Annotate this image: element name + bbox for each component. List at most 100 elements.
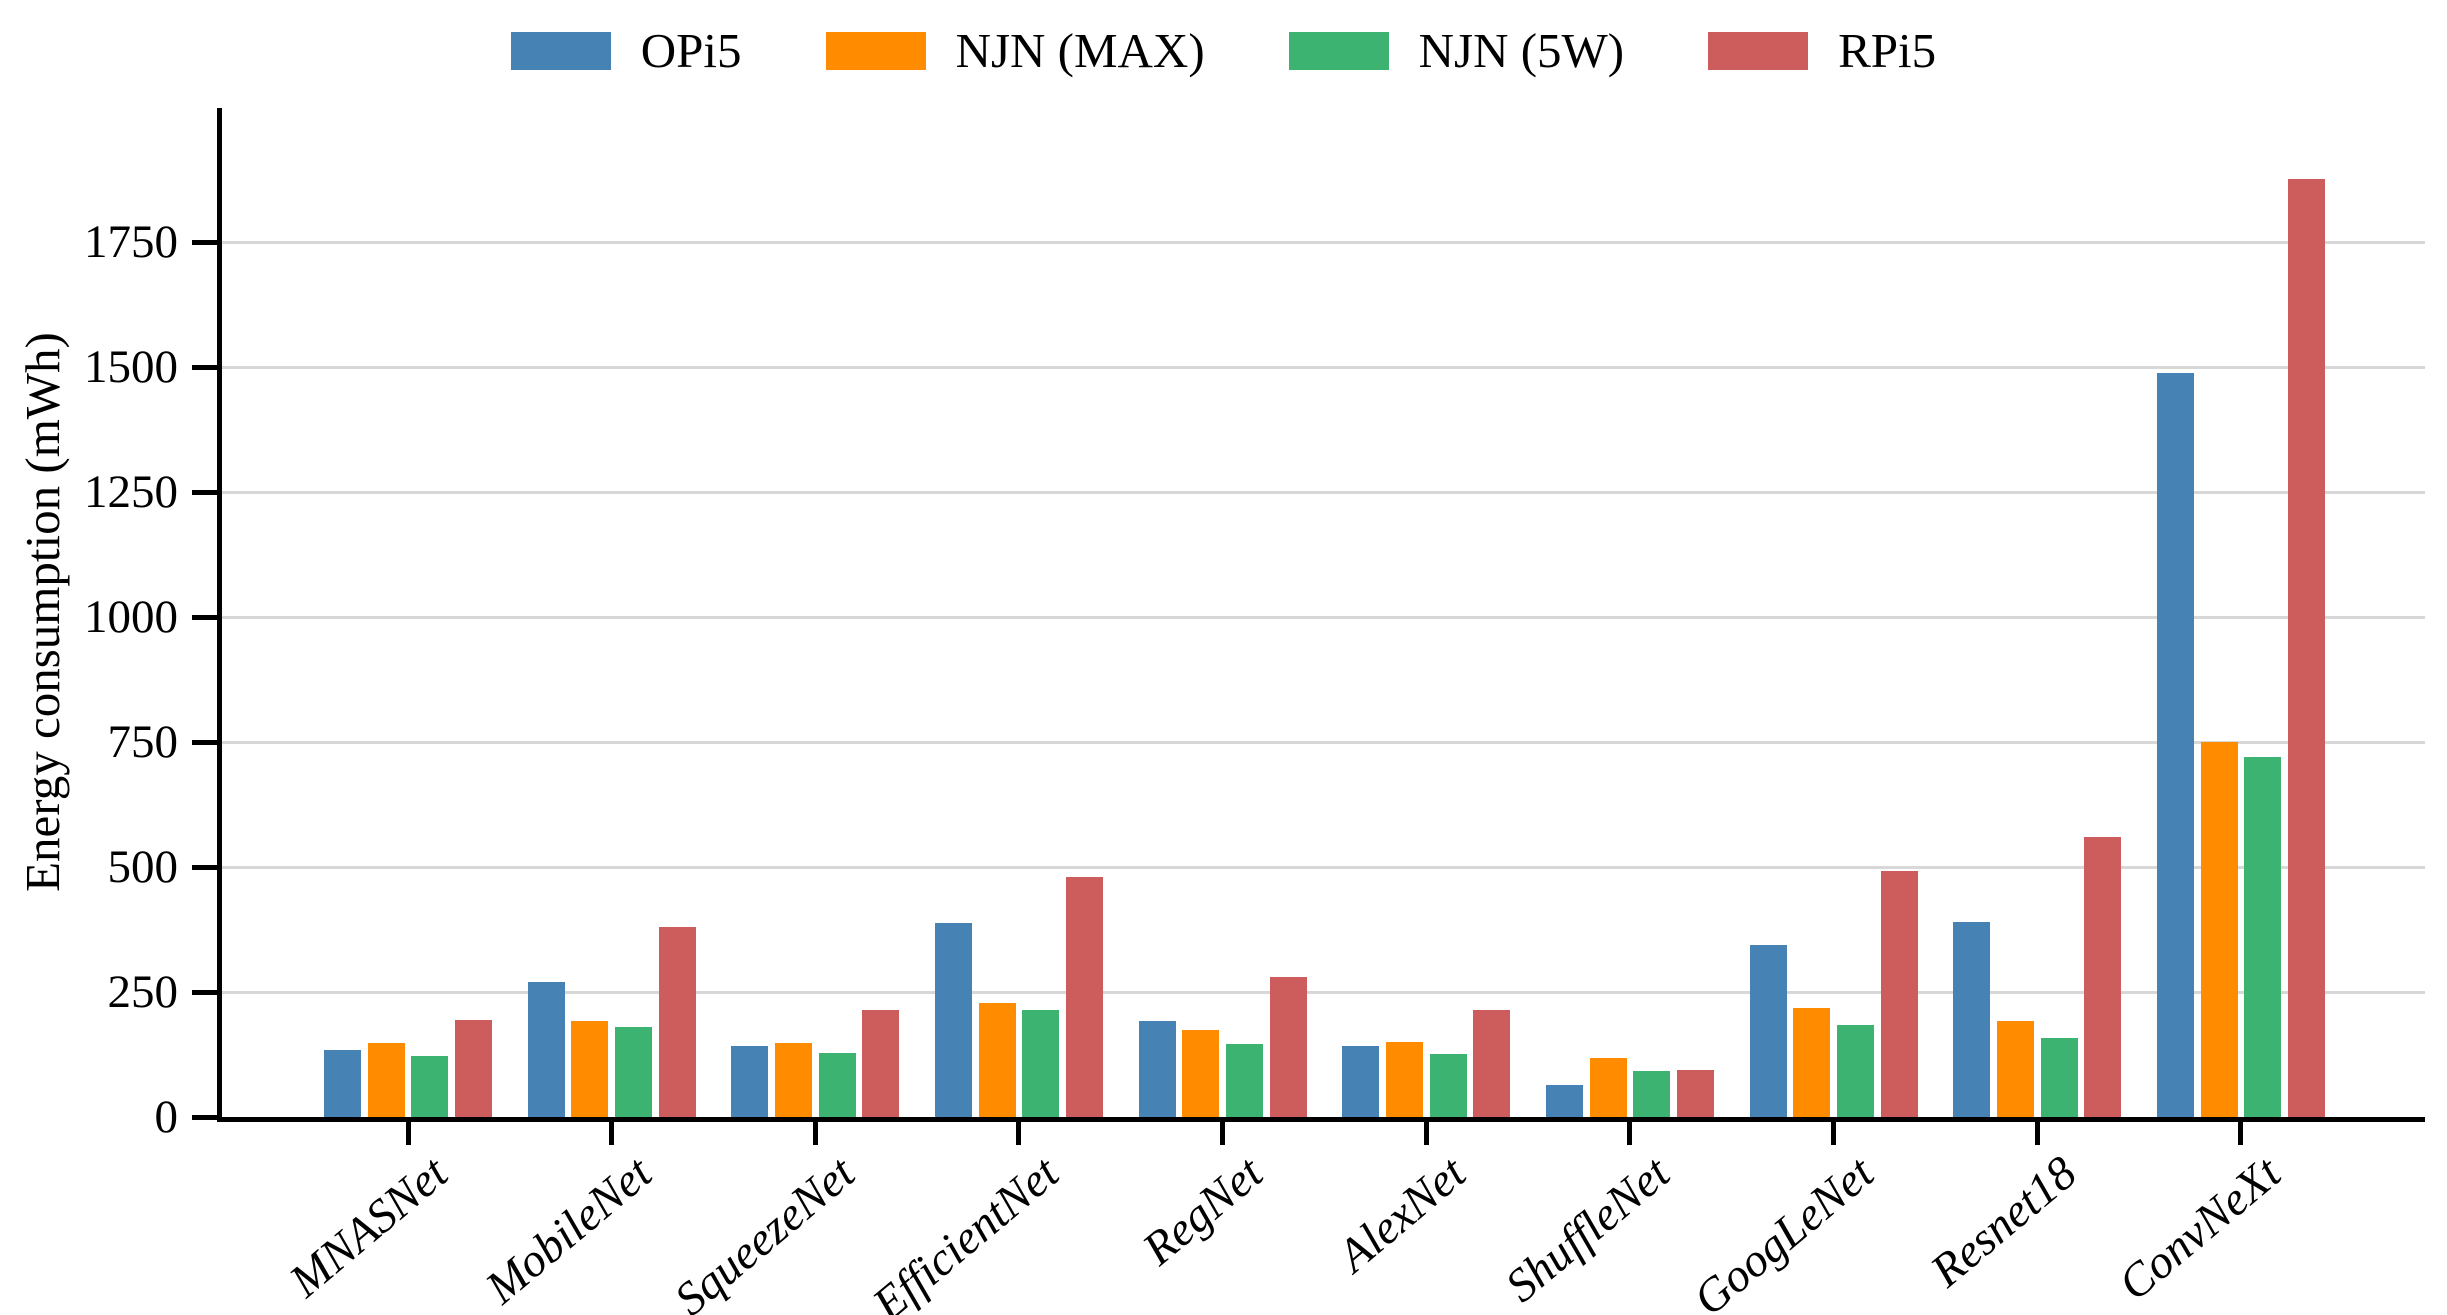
bar-NJN (5W)-GoogLeNet [1836,1025,1874,1117]
bar-NJN (MAX)-AlexNet [1385,1042,1423,1117]
gridline-750 [222,740,2425,744]
bar-RPi5-AlexNet [1473,1010,1511,1117]
x-tick-mark-ConvNeXt [2238,1121,2244,1145]
bar-RPi5-EfficientNet [1066,877,1103,1117]
x-tick-mark-RegNet [1220,1121,1226,1145]
bar-OPi5-ShuffleNet [1545,1085,1583,1117]
legend-swatch-RPi5 [1708,31,1809,70]
bar-OPi5-SqueezeNet [731,1045,769,1117]
y-tick-label: 0 [154,1091,179,1143]
y-tick-label: 1500 [84,341,178,393]
bar-NJN (5W)-ConvNeXt [2244,757,2282,1117]
bar-RPi5-SqueezeNet [862,1010,900,1117]
bar-NJN (MAX)-SqueezeNet [774,1043,812,1117]
gridline-1250 [222,490,2425,494]
x-tick-label-EfficientNet: EfficientNet [863,1146,1069,1315]
legend-swatch-NJN (5W) [1288,31,1389,70]
bar-OPi5-ConvNeXt [2156,373,2194,1117]
gridline-1750 [222,240,2425,244]
bar-OPi5-AlexNet [1342,1045,1380,1117]
bar-NJN (5W)-RegNet [1225,1044,1263,1117]
x-tick-label-SqueezeNet: SqueezeNet [665,1146,865,1315]
x-tick-label-RegNet: RegNet [1132,1146,1273,1276]
x-tick-mark-MNASNet [405,1121,411,1145]
y-tick-label: 1750 [84,216,178,268]
gridline-1500 [222,365,2425,369]
y-tick-mark-1500 [192,364,217,370]
y-tick-mark-0 [192,1114,217,1120]
bar-NJN (MAX)-MNASNet [367,1043,405,1117]
legend: OPi5 NJN (MAX) NJN (5W) RPi5 [0,26,2447,75]
legend-item-OPi5: OPi5 [510,23,742,78]
legend-swatch-NJN (MAX) [825,31,926,70]
x-tick-label-MobileNet: MobileNet [475,1146,662,1315]
legend-label: RPi5 [1838,23,1937,78]
y-tick-mark-1000 [192,614,217,620]
gridline-500 [222,865,2425,869]
bar-NJN (5W)-MobileNet [615,1027,652,1117]
bar-NJN (5W)-AlexNet [1429,1053,1467,1117]
bar-OPi5-MNASNet [323,1049,361,1117]
y-tick-mark-1750 [192,239,217,245]
legend-label: NJN (MAX) [955,23,1205,78]
y-tick-mark-500 [192,864,217,870]
legend-label: NJN (5W) [1418,23,1625,78]
bar-RPi5-ConvNeXt [2287,179,2325,1117]
bar-NJN (MAX)-Resnet18 [1996,1020,2034,1117]
y-tick-label: 1250 [84,466,178,518]
bar-NJN (MAX)-GoogLeNet [1793,1008,1831,1117]
bar-OPi5-RegNet [1138,1021,1176,1117]
bar-RPi5-GoogLeNet [1880,871,1918,1117]
y-tick-label: 750 [107,716,179,768]
bar-OPi5-MobileNet [527,982,565,1117]
legend-item-NJN (MAX): NJN (MAX) [825,23,1205,78]
legend-item-NJN (5W): NJN (5W) [1288,23,1625,78]
x-tick-label-ShuffleNet: ShuffleNet [1495,1146,1680,1313]
bar-NJN (MAX)-RegNet [1182,1030,1220,1117]
bar-NJN (MAX)-ConvNeXt [2200,742,2238,1117]
legend-swatch-OPi5 [510,31,611,70]
x-tick-mark-GoogLeNet [1831,1121,1837,1145]
bar-RPi5-Resnet18 [2084,837,2122,1117]
gridline-250 [222,990,2425,994]
x-tick-label-GoogLeNet: GoogLeNet [1683,1146,1884,1315]
x-tick-mark-AlexNet [1423,1121,1429,1145]
legend-item-RPi5: RPi5 [1708,26,1936,75]
bar-RPi5-MNASNet [455,1019,493,1117]
x-tick-mark-MobileNet [609,1121,615,1145]
bar-RPi5-RegNet [1269,977,1307,1117]
x-tick-mark-EfficientNet [1016,1121,1022,1145]
x-tick-mark-Resnet18 [2034,1121,2040,1145]
x-tick-label-Resnet18: Resnet18 [1921,1146,2087,1298]
bar-OPi5-Resnet18 [1953,922,1991,1117]
y-tick-mark-250 [192,989,217,995]
bar-NJN (MAX)-EfficientNet [978,1003,1016,1117]
bar-NJN (MAX)-MobileNet [571,1021,609,1117]
x-tick-label-ConvNeXt: ConvNeXt [2108,1146,2291,1311]
y-tick-mark-750 [192,739,217,745]
gridline-1000 [222,615,2425,619]
x-axis-spine [217,1117,2425,1122]
x-tick-label-MNASNet: MNASNet [280,1146,458,1308]
y-tick-label: 500 [107,841,179,893]
bar-RPi5-MobileNet [658,927,696,1117]
bar-NJN (MAX)-ShuffleNet [1589,1058,1627,1117]
y-tick-label: 1000 [84,591,178,643]
bar-NJN (5W)-ShuffleNet [1633,1071,1671,1117]
y-tick-mark-1250 [192,489,217,495]
x-tick-mark-SqueezeNet [812,1121,818,1145]
y-axis-spine [217,108,222,1122]
x-tick-label-AlexNet: AlexNet [1328,1146,1476,1283]
bar-NJN (5W)-EfficientNet [1022,1010,1060,1117]
legend-label: OPi5 [640,23,742,78]
y-tick-label: 250 [107,966,179,1018]
x-tick-mark-ShuffleNet [1627,1121,1633,1145]
bar-OPi5-GoogLeNet [1749,944,1787,1117]
bar-NJN (5W)-MNASNet [411,1056,449,1117]
bar-RPi5-ShuffleNet [1676,1069,1714,1117]
bar-OPi5-EfficientNet [934,923,972,1117]
bar-NJN (5W)-Resnet18 [2040,1038,2078,1117]
bar-NJN (5W)-SqueezeNet [818,1053,856,1117]
